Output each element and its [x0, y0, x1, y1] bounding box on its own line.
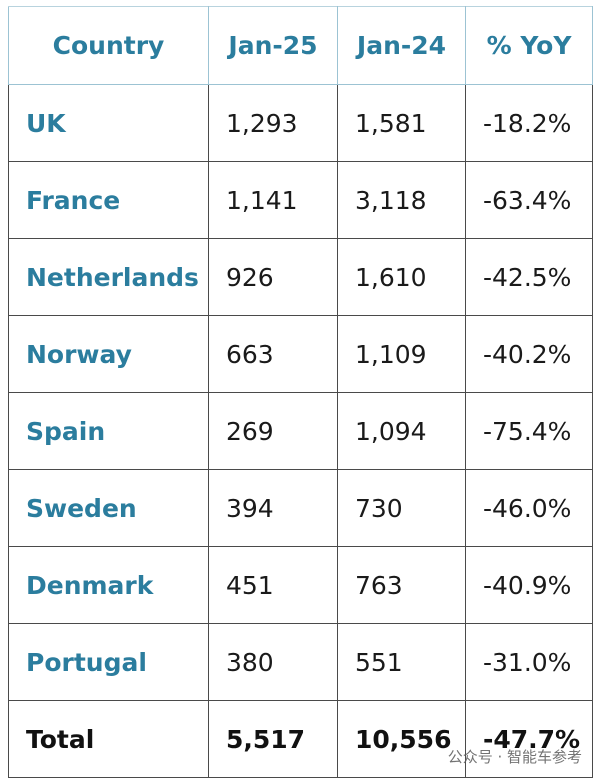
cell: 1,293 — [208, 84, 338, 162]
total-row: Total 5,517 10,556 -47.7% — [8, 700, 593, 778]
cell: -42.5% — [465, 238, 593, 316]
cell: 763 — [337, 546, 466, 624]
header-cell: Jan-24 — [337, 6, 466, 85]
cell: -75.4% — [465, 392, 593, 470]
row-label: Portugal — [8, 623, 209, 701]
table-row: Denmark 451 763 -40.9% — [8, 546, 593, 624]
row-label: Total — [8, 700, 209, 778]
table-row: Spain 269 1,094 -75.4% — [8, 392, 593, 470]
table-row: Sweden 394 730 -46.0% — [8, 469, 593, 547]
row-label: France — [8, 161, 209, 239]
row-label: Denmark — [8, 546, 209, 624]
cell: 269 — [208, 392, 338, 470]
cell: 1,141 — [208, 161, 338, 239]
cell: -40.9% — [465, 546, 593, 624]
header-cell: Country — [8, 6, 209, 85]
table-row: UK 1,293 1,581 -18.2% — [8, 84, 593, 162]
cell: -63.4% — [465, 161, 593, 239]
table-body: UK 1,293 1,581 -18.2% France 1,141 3,118 -63.4%… — [8, 84, 593, 778]
row-label: Sweden — [8, 469, 209, 547]
header-row: Country Jan-25 Jan-24% YoY — [8, 6, 593, 85]
cell: -46.0% — [465, 469, 593, 547]
cell: 1,109 — [337, 315, 466, 393]
cell: 1,610 — [337, 238, 466, 316]
header-cell: Jan-25 — [208, 6, 338, 85]
cell: -31.0% — [465, 623, 593, 701]
cell: 5,517 — [208, 700, 338, 778]
data-table: Country Jan-25 Jan-24% YoY UK 1,293 1,581 -18… — [8, 6, 593, 778]
watermark: 公众号 · 智能车参考 — [447, 748, 582, 766]
cell: 380 — [208, 623, 338, 701]
row-label: UK — [8, 84, 209, 162]
cell: 926 — [208, 238, 338, 316]
cell: 551 — [337, 623, 466, 701]
cell: -47.7% — [465, 700, 593, 778]
table-row: France 1,141 3,118 -63.4% — [8, 161, 593, 239]
table-row: Portugal 380 551 -31.0% — [8, 623, 593, 701]
row-label: Netherlands — [8, 238, 209, 316]
cell: 3,118 — [337, 161, 466, 239]
table-row: Norway 663 1,109 -40.2% — [8, 315, 593, 393]
cell: 394 — [208, 469, 338, 547]
cell: 1,094 — [337, 392, 466, 470]
cell: 730 — [337, 469, 466, 547]
table-row: Netherlands 926 1,610 -42.5% — [8, 238, 593, 316]
cell: -18.2% — [465, 84, 593, 162]
header-cell: % YoY — [465, 6, 593, 85]
row-label: Spain — [8, 392, 209, 470]
cell: 451 — [208, 546, 338, 624]
cell: 663 — [208, 315, 338, 393]
cell: 1,581 — [337, 84, 466, 162]
row-label: Norway — [8, 315, 209, 393]
cell: 10,556 — [337, 700, 466, 778]
cell: -40.2% — [465, 315, 593, 393]
